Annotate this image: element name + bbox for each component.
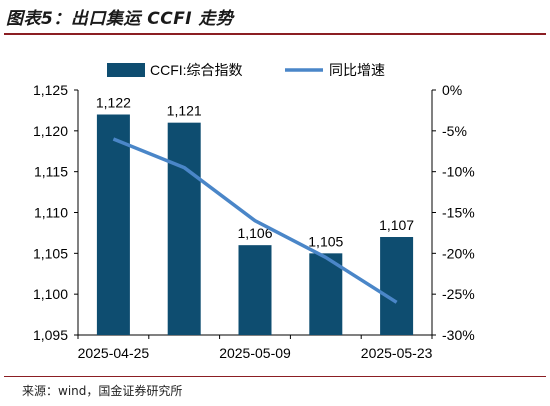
bar	[309, 253, 343, 335]
bar-data-label: 1,122	[96, 95, 131, 111]
line-series	[112, 137, 398, 304]
yoy-growth-line	[112, 137, 398, 304]
left-axis: 1,125 1,120 1,115 1,110 1,105 1,100 1,095	[33, 82, 79, 343]
left-tick-label: 1,115	[34, 164, 68, 180]
right-tick-label: -25%	[442, 286, 475, 302]
left-tick-label: 1,100	[33, 286, 68, 302]
bar	[380, 237, 414, 335]
bar	[238, 245, 272, 335]
figure-title: 图表5：出口集运 CCFI 走势	[6, 9, 234, 29]
x-axis: 2025-04-25 2025-05-09 2025-05-23	[77, 334, 433, 361]
left-tick-label: 1,105	[33, 245, 68, 261]
bar-data-label: 1,105	[308, 233, 343, 249]
x-tick-label: 2025-05-23	[361, 345, 433, 361]
bar	[96, 114, 130, 335]
left-tick-label: 1,125	[33, 82, 68, 98]
legend: CCFI:综合指数 同比增速	[107, 62, 385, 78]
left-tick-label: 1,120	[33, 123, 68, 139]
left-tick-label: 1,095	[33, 327, 68, 343]
source-divider	[4, 376, 546, 377]
right-tick-label: -30%	[442, 327, 475, 343]
right-tick-label: -20%	[442, 245, 475, 261]
right-axis: 0% -5% -10% -15% -20% -25% -30%	[431, 82, 475, 343]
x-tick-label: 2025-05-09	[219, 345, 291, 361]
right-tick-label: -15%	[442, 205, 475, 221]
legend-label-bar: CCFI:综合指数	[150, 62, 243, 78]
legend-swatch-bar	[107, 63, 145, 77]
bar-data-label: 1,106	[237, 225, 272, 241]
bar-data-label: 1,121	[167, 103, 202, 119]
bar-data-label: 1,107	[379, 217, 414, 233]
bar	[167, 122, 201, 336]
right-tick-label: -5%	[442, 123, 467, 139]
legend-label-line: 同比增速	[329, 62, 385, 78]
title-divider	[4, 33, 546, 35]
left-tick-label: 1,110	[34, 205, 68, 221]
right-tick-label: -10%	[442, 164, 475, 180]
right-tick-label: 0%	[442, 82, 462, 98]
source-note: 来源：wind，国金证券研究所	[22, 384, 183, 398]
bar-series: 1,122 1,121 1,106 1,105 1,107	[96, 95, 414, 336]
x-tick-label: 2025-04-25	[78, 345, 150, 361]
